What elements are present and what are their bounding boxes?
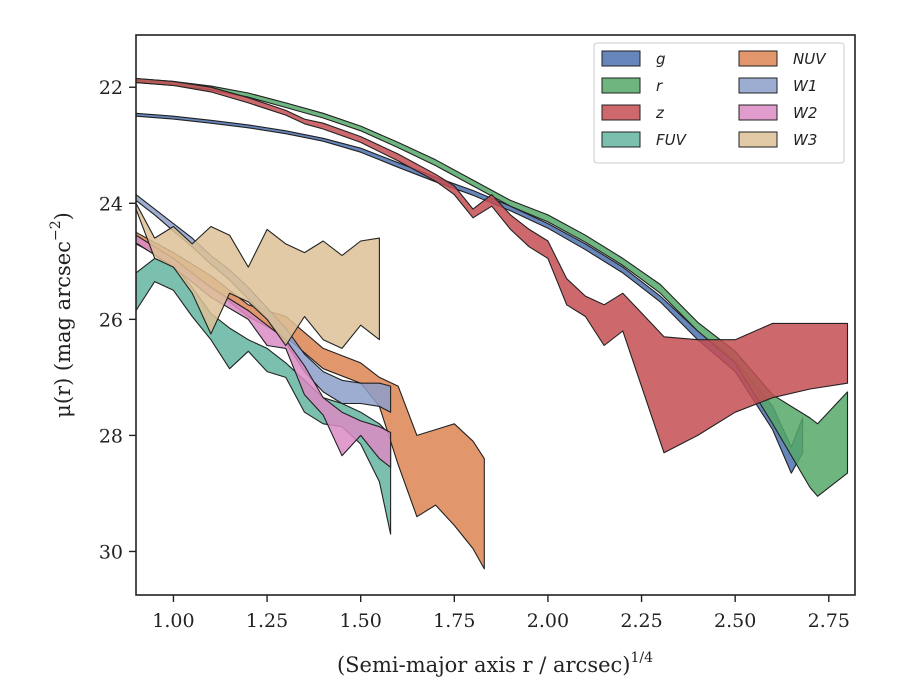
legend-swatch-w1 (738, 77, 778, 94)
legend: grz FUV NUV W1 W2 W3 (593, 42, 845, 164)
legend-label-fuv: FUV (656, 131, 688, 149)
x-axis-label-power: 1/4 (630, 650, 653, 666)
series-band-r (136, 77, 849, 497)
y-tick-label: 26 (99, 309, 123, 331)
y-axis-label-power: −2 (48, 220, 64, 241)
series-band-w2 (136, 234, 392, 468)
series-band-z (136, 77, 849, 454)
legend-label-r: r (656, 77, 663, 95)
y-tick-label: 28 (99, 425, 123, 447)
x-tick-label: 1.50 (340, 610, 382, 632)
x-tick-label: 1.75 (433, 610, 475, 632)
x-tick-label: 1.25 (246, 610, 288, 632)
y-axis-label-tail: ) (51, 212, 75, 220)
legend-label-w1: W1 (793, 77, 817, 95)
y-axis-label: μ(r) (mag arcsec−2) (48, 212, 75, 418)
y-tick-label: 30 (99, 541, 123, 563)
x-tick-label: 2.00 (527, 610, 569, 632)
legend-swatch-nuv (738, 50, 778, 67)
legend-swatch-z (601, 104, 641, 121)
x-tick-label: 2.25 (620, 610, 662, 632)
legend-label-z: z (655, 104, 665, 122)
y-tick-label: 22 (99, 77, 123, 99)
x-tick-label: 2.75 (808, 610, 850, 632)
legend-swatch-fuv (601, 131, 641, 148)
legend-swatch-g (601, 50, 641, 67)
x-tick-label: 2.50 (714, 610, 756, 632)
legend-frame (593, 42, 845, 164)
legend-swatch-r (601, 77, 641, 94)
series-layer (136, 77, 849, 570)
legend-label-w2: W2 (793, 104, 817, 122)
legend-swatch-w2 (738, 104, 778, 121)
y-tick-label: 24 (99, 193, 123, 215)
plot-frame (135, 34, 856, 596)
y-axis-ticks: 22 24 26 28 30 (99, 77, 136, 563)
legend-swatch-w3 (738, 131, 778, 148)
series-band-w3 (136, 202, 380, 349)
legend-label-g: g (656, 50, 666, 68)
legend-label-w3: W3 (793, 131, 817, 149)
x-axis-label: (Semi-major axis r / arcsec)1/4 (337, 650, 653, 677)
series-band-fuv (136, 257, 392, 535)
legend-label-nuv: NUV (793, 50, 827, 68)
x-axis-ticks: 1.00 1.25 1.50 1.75 2.00 2.25 2.50 2.75 (152, 595, 850, 632)
x-tick-label: 1.00 (152, 610, 194, 632)
